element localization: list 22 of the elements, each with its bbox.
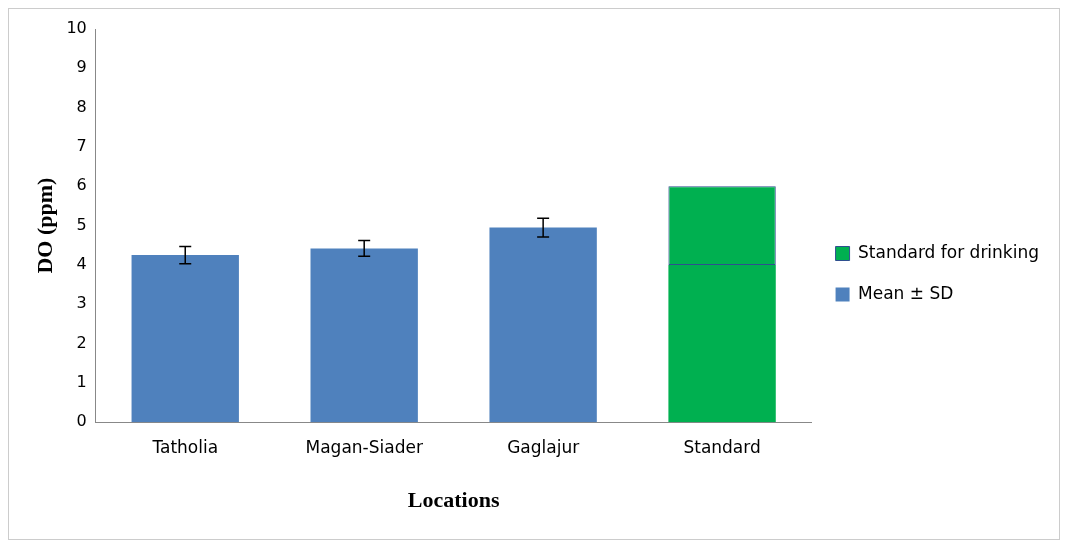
y-tick-label: 0 xyxy=(76,411,87,431)
y-tick-label: 2 xyxy=(76,332,87,352)
y-tick-label: 1 xyxy=(76,372,87,392)
y-tick-label: 4 xyxy=(76,254,87,274)
y-tick-label: 6 xyxy=(76,175,87,195)
y-tick-label: 9 xyxy=(76,57,87,77)
x-tick-label: Gaglajur xyxy=(507,436,580,457)
y-axis-title: DO (ppm) xyxy=(31,177,57,274)
x-tick-label: Standard xyxy=(683,436,761,457)
y-tick-label: 8 xyxy=(76,96,87,116)
y-tick-label: 5 xyxy=(76,214,87,234)
x-tick-label: Magan-Siader xyxy=(305,436,423,457)
y-tick-label: 7 xyxy=(76,136,87,156)
x-axis-title: Locations xyxy=(407,487,500,513)
bar xyxy=(310,248,418,423)
bar xyxy=(131,255,239,423)
y-tick-label: 3 xyxy=(76,293,87,313)
y-tick-label: 10 xyxy=(66,18,87,38)
legend-label: Mean ± SD xyxy=(858,282,954,303)
x-tick-label: Tatholia xyxy=(151,436,219,457)
bar xyxy=(489,227,597,423)
legend-label: Standard for drinking xyxy=(858,241,1040,262)
